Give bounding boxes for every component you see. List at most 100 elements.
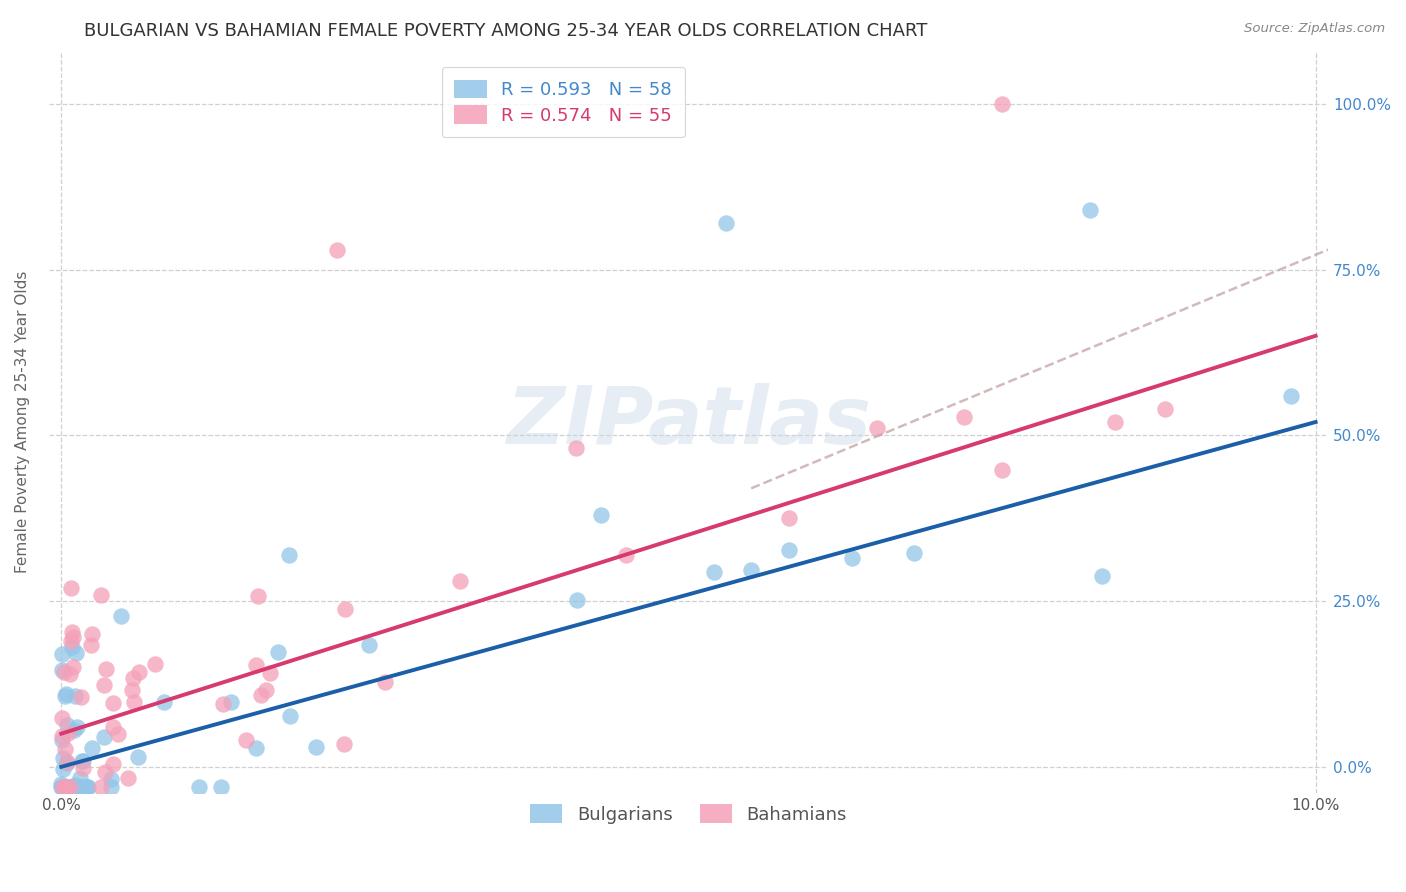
Point xyxy=(249,688,271,702)
Point xyxy=(128,665,150,679)
Point xyxy=(60,780,83,794)
Point xyxy=(245,658,267,673)
Point xyxy=(55,780,77,794)
Point xyxy=(93,678,115,692)
Point xyxy=(903,546,925,560)
Point xyxy=(1078,202,1101,217)
Point xyxy=(52,780,75,794)
Point xyxy=(565,592,588,607)
Point xyxy=(75,780,97,794)
Point xyxy=(53,665,76,680)
Point xyxy=(101,696,124,710)
Point xyxy=(51,780,73,794)
Point xyxy=(90,780,112,794)
Point xyxy=(332,738,354,752)
Point xyxy=(245,741,267,756)
Point xyxy=(153,695,176,709)
Point xyxy=(52,780,75,794)
Point xyxy=(70,780,93,794)
Point xyxy=(280,708,302,723)
Point xyxy=(991,96,1014,111)
Point xyxy=(59,780,82,794)
Point xyxy=(51,730,73,744)
Point xyxy=(211,697,233,711)
Point xyxy=(1279,389,1302,403)
Point xyxy=(69,771,91,785)
Point xyxy=(991,463,1014,477)
Point xyxy=(51,648,73,662)
Point xyxy=(335,602,357,616)
Y-axis label: Female Poverty Among 25-34 Year Olds: Female Poverty Among 25-34 Year Olds xyxy=(15,271,30,574)
Point xyxy=(449,574,471,588)
Point xyxy=(740,564,762,578)
Point xyxy=(101,720,124,734)
Point xyxy=(51,780,73,794)
Point xyxy=(72,754,94,768)
Point xyxy=(58,780,80,794)
Point xyxy=(259,665,281,680)
Point xyxy=(565,441,588,455)
Text: ZIPatlas: ZIPatlas xyxy=(506,383,870,461)
Point xyxy=(69,780,91,794)
Point xyxy=(51,777,73,791)
Point xyxy=(62,723,84,737)
Point xyxy=(73,780,96,794)
Point xyxy=(62,630,84,644)
Point xyxy=(100,780,122,794)
Point xyxy=(127,750,149,764)
Point xyxy=(326,243,349,257)
Point xyxy=(96,662,118,676)
Point xyxy=(55,688,77,702)
Point xyxy=(56,718,79,732)
Point xyxy=(219,695,242,709)
Point xyxy=(55,756,77,771)
Point xyxy=(841,551,863,566)
Point xyxy=(305,739,328,754)
Point xyxy=(107,727,129,741)
Point xyxy=(80,638,103,652)
Point xyxy=(187,780,209,794)
Point xyxy=(72,761,94,775)
Point xyxy=(72,780,94,794)
Text: BULGARIAN VS BAHAMIAN FEMALE POVERTY AMONG 25-34 YEAR OLDS CORRELATION CHART: BULGARIAN VS BAHAMIAN FEMALE POVERTY AMO… xyxy=(84,22,928,40)
Point xyxy=(143,657,166,671)
Point xyxy=(94,764,117,779)
Point xyxy=(59,581,82,595)
Point xyxy=(865,421,887,435)
Point xyxy=(63,689,86,703)
Point xyxy=(209,780,232,794)
Point xyxy=(374,674,396,689)
Point xyxy=(76,780,98,794)
Point xyxy=(1104,415,1126,429)
Point xyxy=(80,627,103,641)
Point xyxy=(65,646,87,660)
Point xyxy=(59,666,82,681)
Point xyxy=(58,726,80,740)
Point xyxy=(100,772,122,786)
Point xyxy=(359,638,381,652)
Point xyxy=(63,778,86,792)
Point xyxy=(122,695,145,709)
Point xyxy=(51,710,73,724)
Point xyxy=(66,720,89,734)
Point xyxy=(59,634,82,648)
Point xyxy=(52,763,75,777)
Point xyxy=(56,755,79,769)
Point xyxy=(53,690,76,704)
Point xyxy=(589,508,612,522)
Point xyxy=(121,672,143,686)
Point xyxy=(77,780,100,794)
Point xyxy=(953,410,976,425)
Point xyxy=(117,771,139,785)
Point xyxy=(51,663,73,677)
Point xyxy=(53,741,76,756)
Point xyxy=(60,640,83,654)
Point xyxy=(101,757,124,772)
Point xyxy=(714,216,737,230)
Point xyxy=(62,659,84,673)
Point xyxy=(80,741,103,756)
Point xyxy=(1091,568,1114,582)
Point xyxy=(247,589,270,603)
Point xyxy=(63,780,86,794)
Point xyxy=(121,683,143,698)
